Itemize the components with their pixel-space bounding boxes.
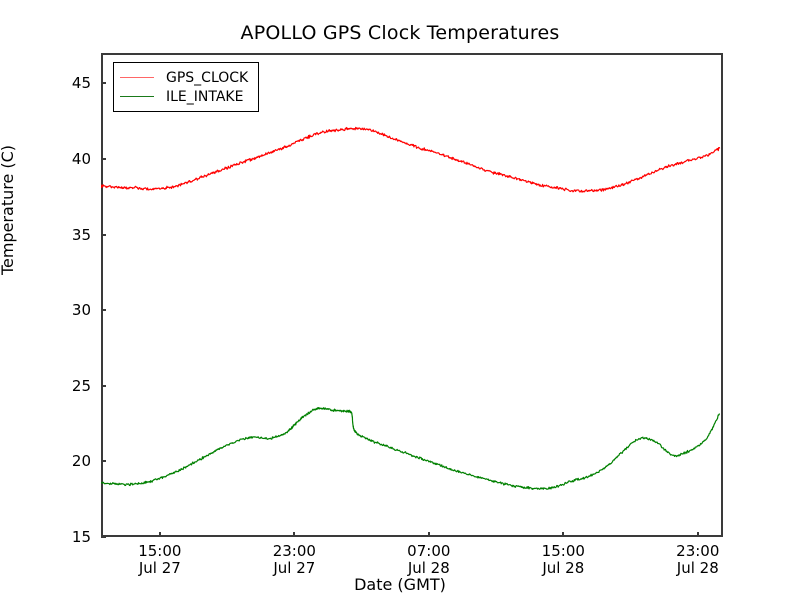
legend-label-gps-clock: GPS_CLOCK	[166, 69, 249, 86]
x-tick-label: 23:00 Jul 28	[676, 543, 719, 577]
y-tick-mark	[101, 384, 106, 387]
x-tick-mark	[427, 532, 430, 537]
y-tick-label: 15	[71, 528, 91, 546]
x-tick-mark	[158, 532, 161, 537]
legend-swatch-ile-intake	[120, 96, 154, 97]
legend-label-ile-intake: ILE_INTAKE	[166, 88, 244, 105]
y-tick-mark	[101, 536, 106, 538]
x-tick-mark	[696, 532, 699, 537]
y-tick-label: 35	[71, 225, 91, 244]
x-tick-time: 07:00	[407, 542, 451, 560]
y-tick-mark	[101, 157, 106, 160]
x-tick-date: Jul 28	[676, 558, 719, 577]
legend-swatch-gps-clock	[120, 77, 154, 78]
y-tick-mark	[101, 460, 106, 463]
x-tick-mark	[293, 532, 296, 537]
y-tick-label: 25	[71, 376, 91, 395]
x-tick-date: Jul 27	[138, 558, 181, 577]
y-tick-label: 40	[71, 149, 91, 168]
y-tick-label: 30	[71, 301, 91, 320]
x-tick-label: 15:00 Jul 28	[542, 543, 585, 577]
y-axis-label: Temperature (C)	[0, 144, 17, 276]
series-line-ile-intake	[101, 407, 721, 491]
y-tick-mark	[101, 233, 106, 236]
legend-entry-gps-clock: GPS_CLOCK	[120, 68, 248, 87]
chart-legend: GPS_CLOCK ILE_INTAKE	[113, 62, 260, 112]
plot-area: GPS_CLOCK ILE_INTAKE	[101, 53, 723, 538]
x-tick-time: 15:00	[138, 542, 182, 560]
x-axis-label: Date (GMT)	[354, 575, 446, 594]
x-tick-label: 15:00 Jul 27	[138, 543, 181, 577]
y-tick-label: 20	[71, 452, 91, 471]
x-tick-time: 23:00	[272, 542, 316, 560]
x-tick-time: 23:00	[676, 542, 720, 560]
data-curves	[101, 126, 721, 491]
x-tick-label: 23:00 Jul 27	[273, 543, 316, 577]
x-tick-date: Jul 28	[542, 558, 585, 577]
x-tick-label: 07:00 Jul 28	[407, 543, 450, 577]
x-tick-mark	[562, 532, 565, 537]
y-tick-mark	[101, 82, 106, 85]
y-tick-label: 45	[71, 74, 91, 93]
legend-entry-ile-intake: ILE_INTAKE	[120, 87, 248, 106]
chart-title: APOLLO GPS Clock Temperatures	[240, 22, 560, 44]
x-tick-time: 15:00	[541, 542, 585, 560]
x-tick-date: Jul 27	[273, 558, 316, 577]
series-line-gps-clock	[101, 126, 721, 193]
y-tick-mark	[101, 309, 106, 312]
x-tick-date: Jul 28	[407, 558, 450, 577]
